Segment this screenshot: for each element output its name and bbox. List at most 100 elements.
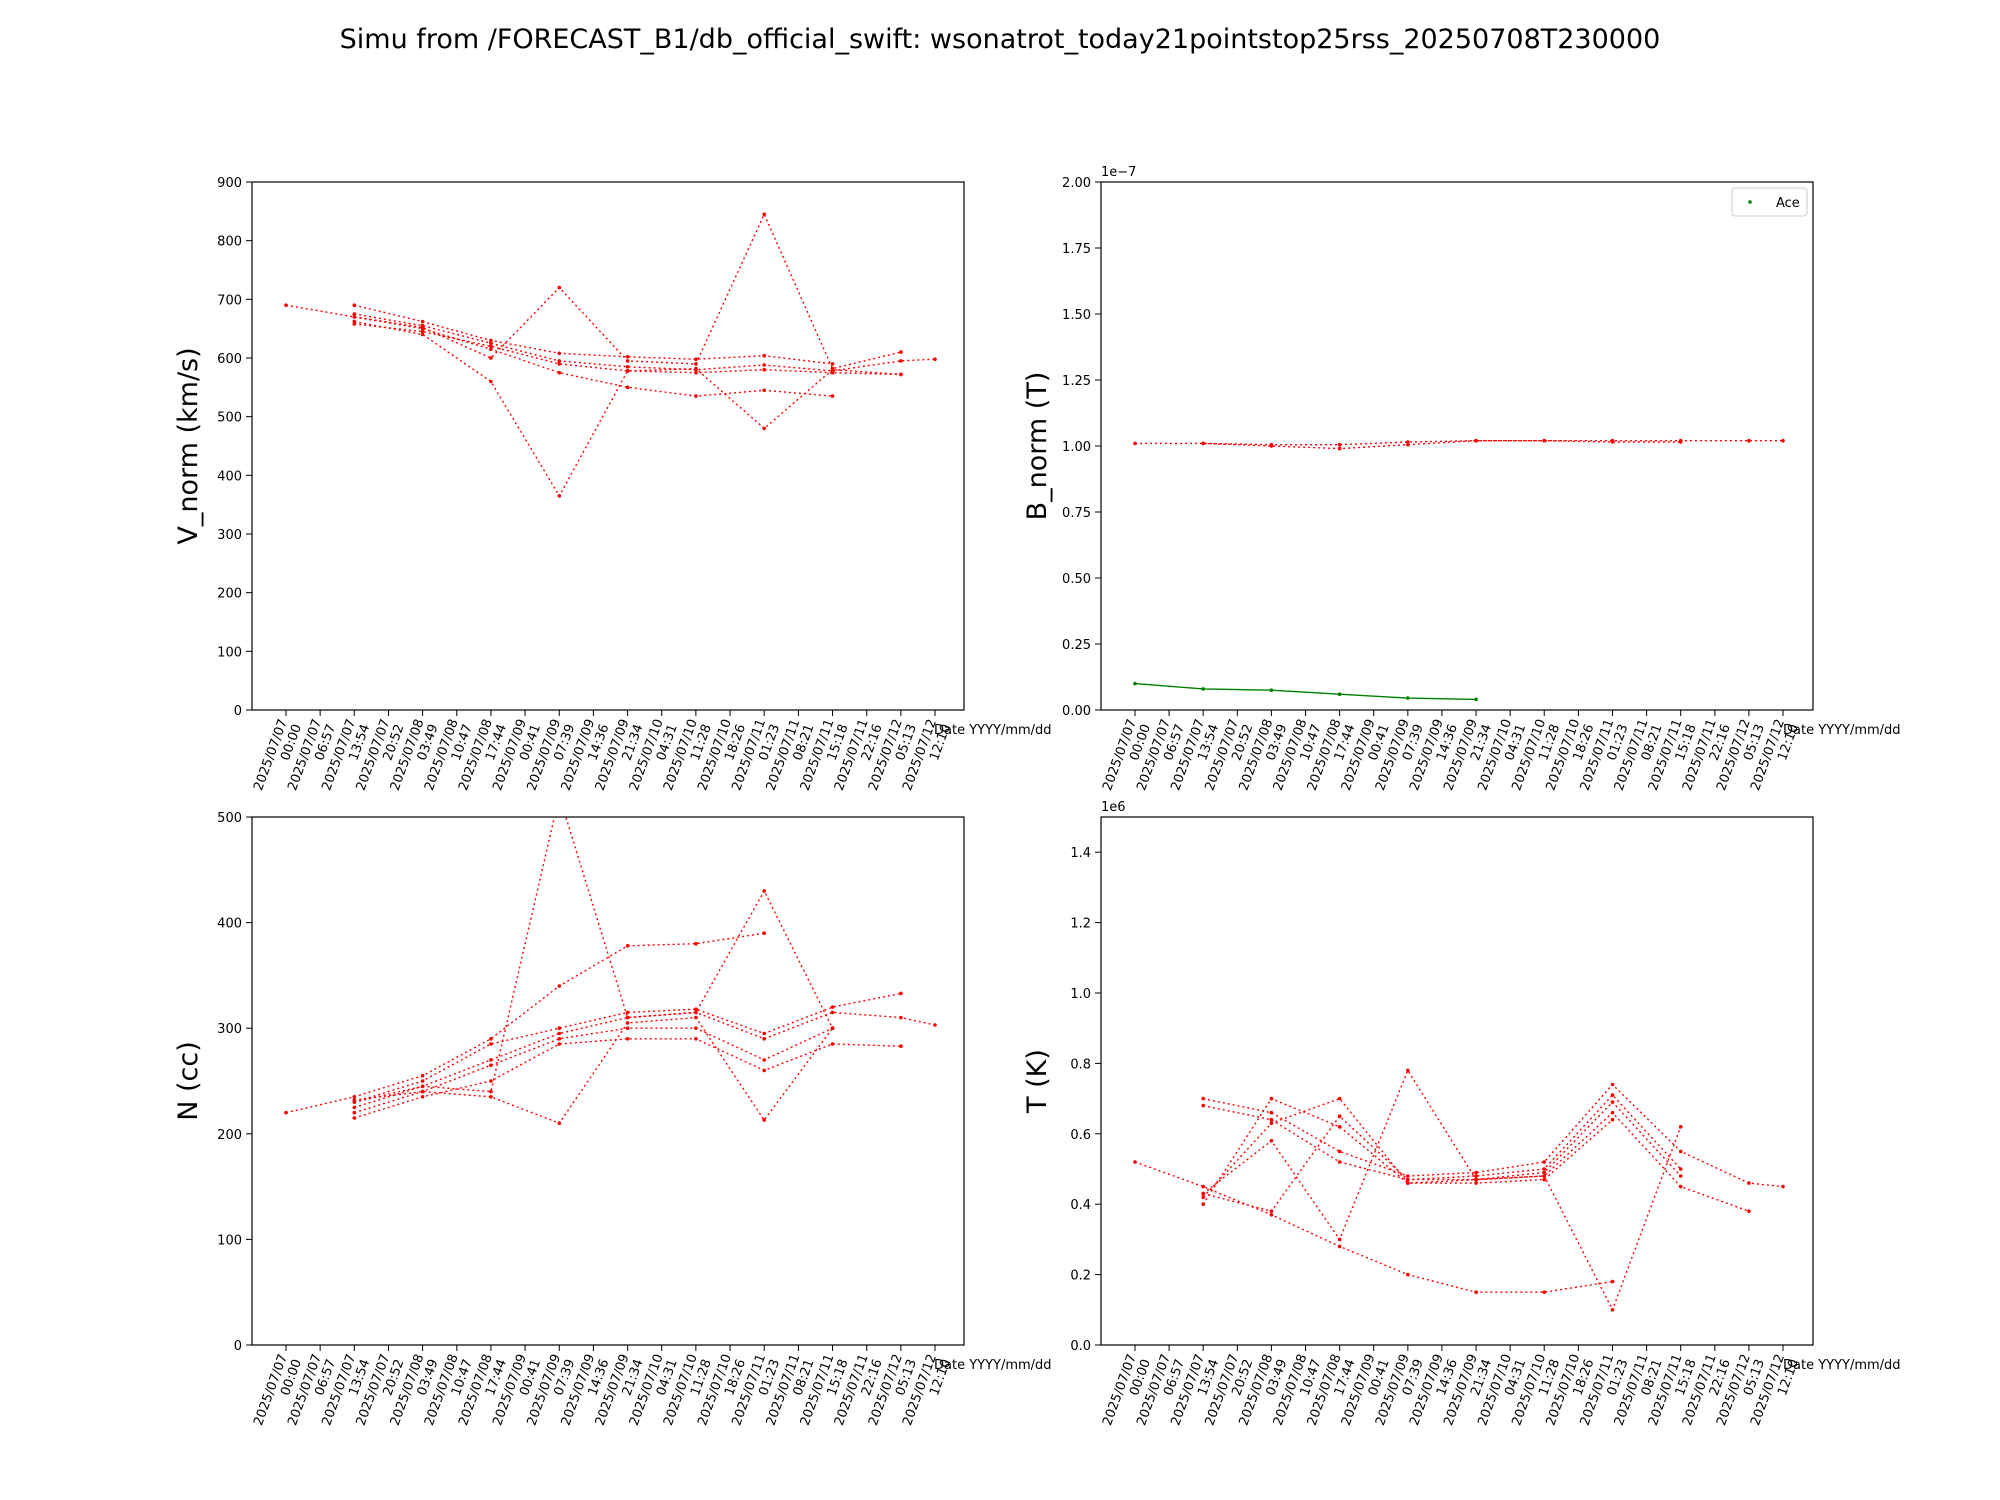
data-point <box>933 357 937 362</box>
data-point <box>1542 1290 1546 1294</box>
y-tick-label: 0.4 <box>1070 1198 1091 1213</box>
data-point <box>1269 444 1274 448</box>
y-tick-label: 1.50 <box>1062 308 1091 323</box>
data-point <box>694 1015 698 1020</box>
data-point <box>352 1116 357 1120</box>
data-point <box>1781 1184 1785 1189</box>
y-tick-label: 0.2 <box>1070 1269 1091 1284</box>
series-line-model-6 <box>1202 1097 1613 1205</box>
y-tick-label: 300 <box>217 1022 242 1037</box>
y-tick-label: 400 <box>217 469 242 484</box>
data-point <box>694 394 698 398</box>
series-line-model-2 <box>1203 1083 1784 1188</box>
data-point <box>557 1121 562 1125</box>
data-point <box>1610 1082 1615 1087</box>
data-point <box>1337 1244 1342 1249</box>
legend-label: Ace <box>1776 196 1800 211</box>
data-point <box>557 1031 562 1036</box>
data-point <box>557 984 562 988</box>
data-point <box>762 212 766 217</box>
data-point <box>762 1031 766 1036</box>
data-point <box>1406 696 1410 700</box>
y-tick-label: 1.00 <box>1062 440 1091 455</box>
data-point <box>1337 446 1342 451</box>
data-point <box>762 388 766 393</box>
y-tick-label: 600 <box>217 352 242 367</box>
y-tick-label: 0.50 <box>1062 572 1091 587</box>
data-point <box>899 350 903 354</box>
data-point <box>420 1089 425 1094</box>
series-line-model-2 <box>354 313 936 372</box>
plot-frame <box>1100 816 1814 1346</box>
data-point <box>830 394 835 398</box>
x-axis-label: Date YYYY/mm/dd <box>934 1358 1052 1373</box>
data-point <box>899 359 903 363</box>
data-point <box>1678 1174 1683 1178</box>
data-point <box>489 356 493 360</box>
y-tick-label: 0.0 <box>1070 1339 1091 1354</box>
data-point <box>830 362 835 366</box>
y-offset-label: 1e−7 <box>1101 165 1136 180</box>
data-point <box>1201 1184 1205 1189</box>
data-point <box>489 1095 493 1099</box>
data-point <box>352 315 357 319</box>
data-point <box>557 285 562 290</box>
data-point <box>830 1026 835 1030</box>
series-line-model-7 <box>1202 1068 1682 1312</box>
data-point <box>830 370 835 375</box>
data-point <box>1678 440 1683 444</box>
data-point <box>420 319 425 324</box>
plot-frame <box>1100 181 1814 711</box>
data-point <box>1474 697 1478 702</box>
data-point <box>558 794 562 798</box>
data-point <box>352 319 357 324</box>
data-point <box>1337 1114 1342 1118</box>
data-point <box>762 931 766 935</box>
data-point <box>899 1015 903 1020</box>
series-line-model-6 <box>354 320 901 498</box>
data-point <box>899 372 903 377</box>
series-line-model-6 <box>354 817 834 1103</box>
data-point <box>899 1044 903 1048</box>
data-point <box>420 1079 425 1083</box>
data-point <box>1474 1181 1478 1185</box>
data-point <box>489 341 493 346</box>
series-line-model-1 <box>285 932 765 1114</box>
data-point <box>1269 1139 1274 1143</box>
y-axis-label: T (K) <box>1022 1049 1053 1114</box>
y-tick-label: 500 <box>217 811 242 826</box>
data-point <box>489 1037 493 1041</box>
data-point <box>1133 1160 1137 1164</box>
data-point <box>762 426 766 431</box>
y-tick-label: 0.25 <box>1062 638 1091 653</box>
data-point <box>420 1095 425 1099</box>
data-point <box>694 362 698 366</box>
data-point <box>284 1110 288 1115</box>
data-point <box>1610 440 1615 444</box>
data-point <box>625 944 630 948</box>
y-offset-label: 1e6 <box>1101 800 1126 815</box>
data-point <box>762 1037 766 1041</box>
data-point <box>762 353 766 358</box>
data-point <box>1269 1117 1274 1122</box>
y-tick-label: 1.2 <box>1070 917 1091 932</box>
data-point <box>625 1021 630 1025</box>
data-point <box>557 1037 562 1041</box>
data-point <box>1337 442 1342 447</box>
data-point <box>557 370 562 375</box>
y-tick-label: 300 <box>217 528 242 543</box>
legend-box <box>1731 187 1808 217</box>
data-point <box>625 1010 630 1015</box>
y-tick-label: 500 <box>217 411 242 426</box>
series-line-model-2 <box>1203 440 1681 450</box>
data-point <box>1201 687 1205 691</box>
y-tick-label: 900 <box>217 176 242 191</box>
data-point <box>1610 1117 1615 1122</box>
data-point <box>625 1037 630 1041</box>
data-point <box>1474 1177 1478 1182</box>
series-line-model-5 <box>285 212 902 370</box>
data-point <box>762 1068 766 1073</box>
data-point <box>1781 438 1785 443</box>
data-point <box>1474 1290 1478 1294</box>
